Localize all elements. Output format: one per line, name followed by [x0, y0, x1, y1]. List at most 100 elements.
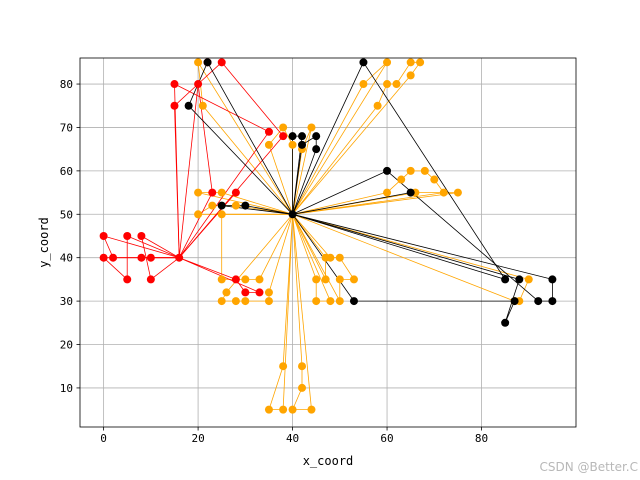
y-axis-label: y_coord [37, 217, 51, 268]
black-route-line [292, 213, 520, 324]
orange-point [349, 275, 358, 284]
orange-point [307, 123, 316, 132]
red-point [137, 231, 146, 240]
orange-point [279, 123, 288, 132]
black-point [288, 132, 297, 141]
orange-point [255, 275, 264, 284]
orange-point [231, 201, 240, 210]
red-point [123, 231, 132, 240]
black-point [217, 201, 226, 210]
orange-point [335, 275, 344, 284]
red-point [255, 288, 264, 297]
y-tick-label: 70 [60, 121, 73, 134]
orange-point [383, 58, 392, 67]
orange-point [406, 166, 415, 175]
orange-point [231, 297, 240, 306]
red-point [146, 275, 155, 284]
red-route-line [174, 61, 284, 258]
orange-point [321, 275, 330, 284]
red-point [217, 58, 226, 67]
black-point [298, 140, 307, 149]
black-route-line [292, 61, 506, 280]
black-point [534, 297, 543, 306]
y-tick-label: 10 [60, 382, 73, 395]
depot-point [288, 210, 297, 219]
x-axis-label: x_coord [303, 454, 354, 468]
orange-point [312, 275, 321, 284]
orange-point [430, 175, 439, 184]
y-tick-label: 80 [60, 78, 73, 91]
orange-route-line [292, 214, 312, 411]
orange-point [335, 253, 344, 262]
red-route-line [178, 83, 213, 258]
black-point [241, 201, 250, 210]
black-point [359, 58, 368, 67]
black-point [515, 275, 524, 284]
orange-point [397, 175, 406, 184]
red-point [208, 188, 217, 197]
red-point [170, 101, 179, 110]
orange-point [312, 297, 321, 306]
black-point [312, 145, 321, 154]
orange-point [279, 362, 288, 371]
y-tick-label: 20 [60, 339, 73, 352]
orange-route-line [292, 192, 459, 215]
red-point [170, 80, 179, 89]
grid-lines [80, 58, 576, 427]
watermark: CSDN @Better.C [539, 460, 638, 474]
plot-frame [79, 57, 577, 428]
orange-point [359, 80, 368, 89]
black-point [184, 101, 193, 110]
orange-point [208, 201, 217, 210]
route-points [99, 58, 557, 414]
black-point [548, 297, 557, 306]
orange-point [217, 275, 226, 284]
black-point [349, 297, 358, 306]
y-tick-label: 60 [60, 165, 73, 178]
black-point [383, 166, 392, 175]
black-point [501, 318, 510, 327]
red-point [231, 188, 240, 197]
orange-point [373, 101, 382, 110]
black-point [548, 275, 557, 284]
orange-point [264, 140, 273, 149]
red-point [241, 288, 250, 297]
black-route-line [292, 170, 553, 302]
black-point [406, 188, 415, 197]
x-tick-label: 0 [100, 432, 107, 445]
orange-point [335, 297, 344, 306]
x-axis-ticks: 0 20 40 60 80 [100, 427, 488, 445]
orange-route-line [292, 214, 327, 280]
red-point [175, 253, 184, 262]
x-tick-label: 80 [475, 432, 488, 445]
orange-point [383, 80, 392, 89]
orange-point [241, 297, 250, 306]
orange-point [194, 188, 203, 197]
red-point [137, 253, 146, 262]
orange-point [241, 275, 250, 284]
black-point [298, 132, 307, 141]
x-tick-label: 40 [286, 432, 299, 445]
orange-point [524, 275, 533, 284]
black-point [510, 297, 519, 306]
orange-point [326, 297, 335, 306]
red-point [99, 231, 108, 240]
orange-point [383, 188, 392, 197]
orange-point [406, 71, 415, 80]
black-point [203, 58, 212, 67]
red-point [146, 253, 155, 262]
orange-point [217, 210, 226, 219]
orange-point [264, 297, 273, 306]
orange-point [453, 188, 462, 197]
orange-point [198, 101, 207, 110]
orange-point [326, 253, 335, 262]
x-tick-label: 60 [380, 432, 393, 445]
y-tick-label: 40 [60, 252, 73, 265]
orange-point [392, 80, 401, 89]
black-route-line [292, 135, 303, 215]
y-axis-ticks: 10 20 30 40 50 60 70 80 [60, 78, 80, 395]
orange-point [439, 188, 448, 197]
black-point [312, 132, 321, 141]
